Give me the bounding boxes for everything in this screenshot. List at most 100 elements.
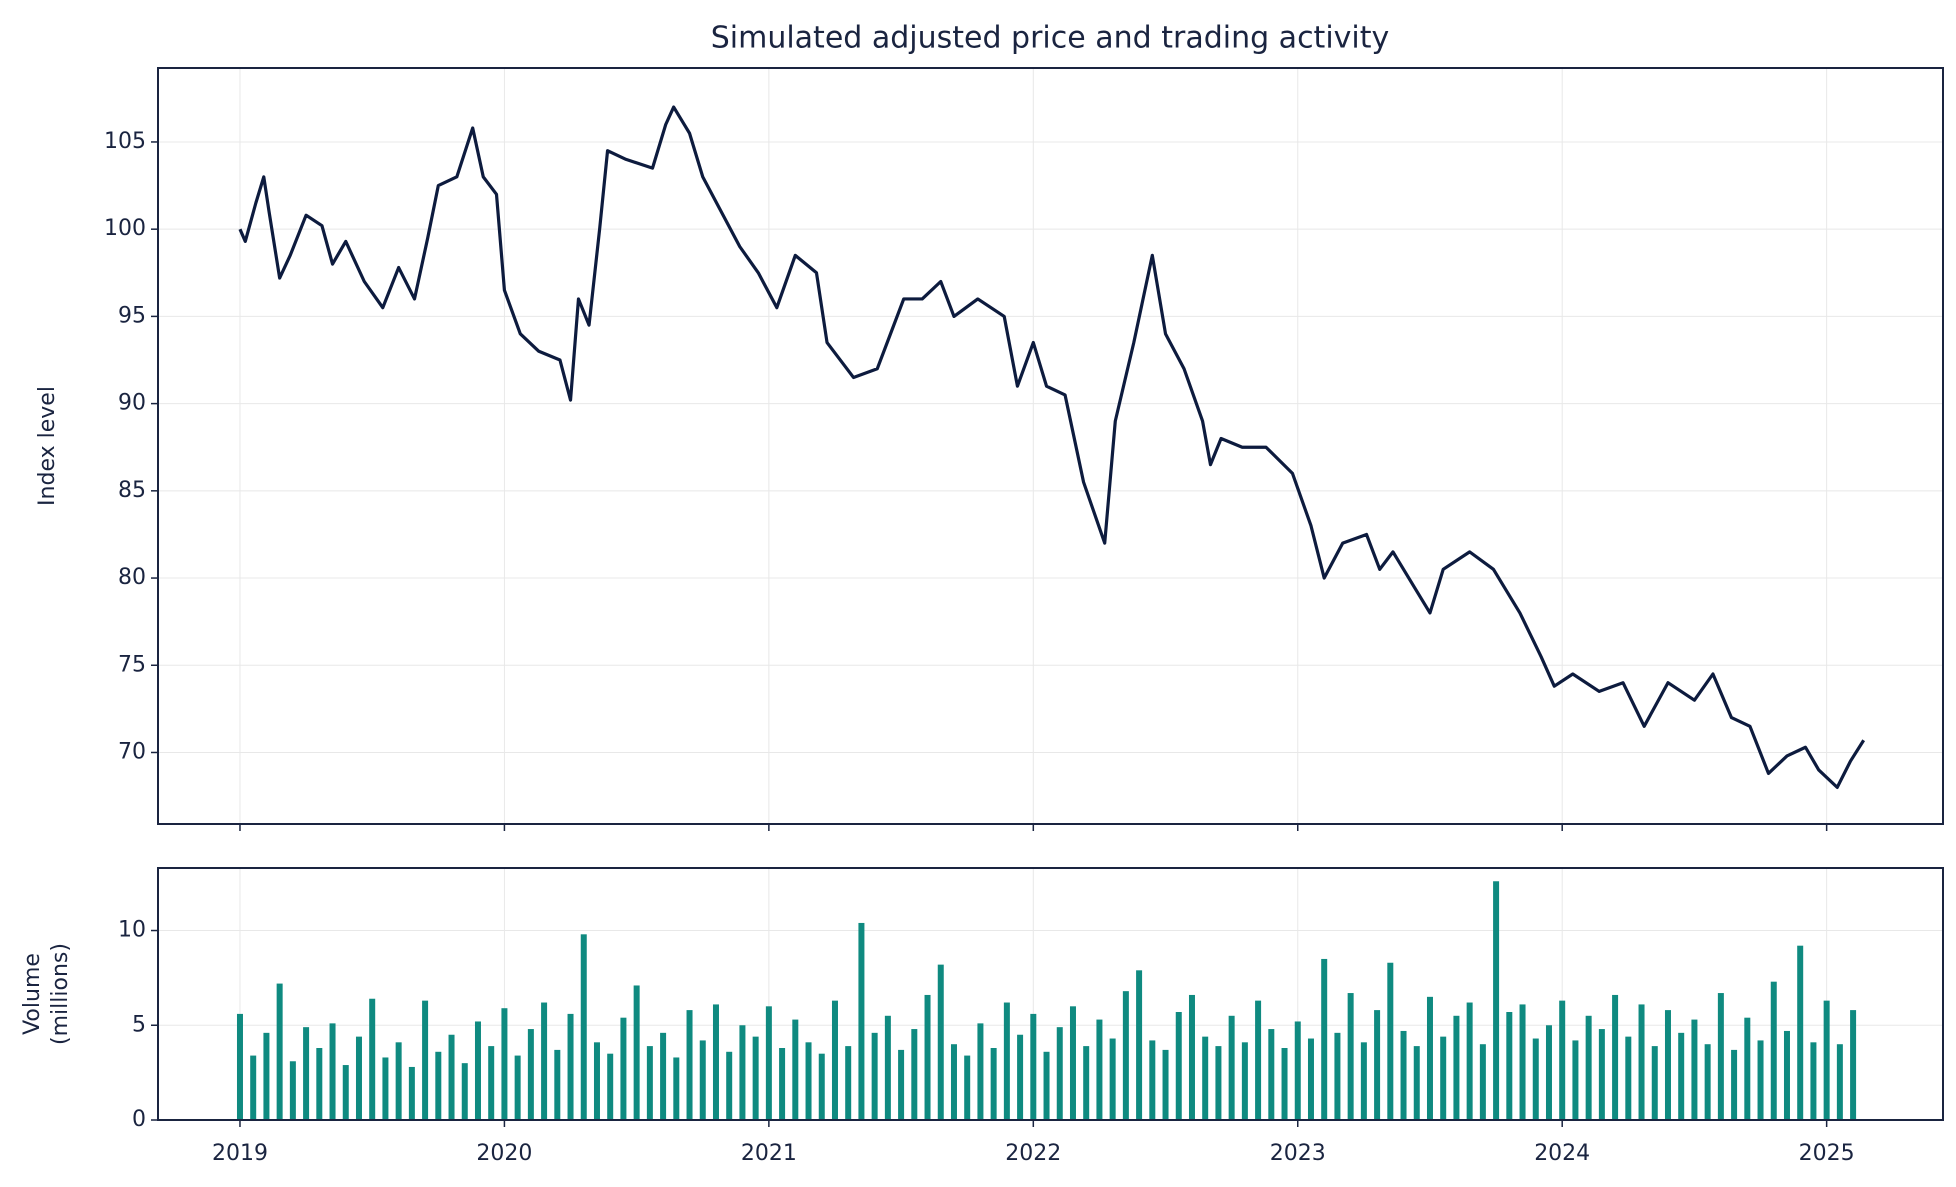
volume-bar <box>898 1049 905 1120</box>
volume-bar <box>1731 1049 1738 1120</box>
x-tick-label: 2025 <box>1799 1141 1855 1166</box>
volume-bar <box>1783 1030 1790 1120</box>
volume-bar <box>1360 1042 1367 1120</box>
volume-bar <box>1175 1012 1182 1120</box>
volume-bar <box>263 1032 270 1120</box>
volume-bar <box>1003 1002 1010 1120</box>
volume-bar <box>1717 993 1724 1120</box>
volume-bar <box>1307 1038 1314 1120</box>
volume-bar <box>1374 1010 1381 1120</box>
volume-bar <box>1678 1032 1685 1120</box>
volume-bar <box>712 1004 719 1120</box>
volume-bar <box>1334 1032 1341 1120</box>
volume-bar <box>1493 881 1500 1120</box>
volume-bar <box>1625 1036 1632 1120</box>
y-axis-label-line: (millions) <box>48 943 73 1045</box>
y-tick-label: 85 <box>118 478 146 503</box>
x-tick-label: 2019 <box>212 1141 268 1166</box>
volume-bar <box>805 1042 812 1120</box>
plot-frame <box>157 867 1944 1121</box>
volume-bar <box>765 1006 772 1120</box>
volume-bar <box>1836 1044 1843 1120</box>
volume-bar <box>1215 1046 1222 1120</box>
y-tick-label: 90 <box>118 391 146 416</box>
volume-bar <box>488 1046 495 1120</box>
volume-bar <box>395 1042 402 1120</box>
volume-bar <box>1149 1040 1156 1120</box>
volume-bar <box>501 1008 508 1120</box>
volume-bar <box>1109 1038 1116 1120</box>
volume-bar <box>884 1015 891 1120</box>
volume-bar <box>1479 1044 1486 1120</box>
volume-bar <box>1466 1002 1473 1120</box>
volume-bar <box>1757 1040 1764 1120</box>
volume-bar <box>1400 1030 1407 1120</box>
volume-bar <box>858 922 865 1120</box>
volume-bar <box>739 1025 746 1120</box>
volume-bar <box>1268 1029 1275 1120</box>
volume-bar <box>1850 1010 1857 1120</box>
y-axis-label: Volume (millions) <box>20 943 73 1045</box>
volume-bar <box>1532 1038 1539 1120</box>
y-tick-label: 100 <box>104 216 146 241</box>
volume-bar <box>937 964 944 1120</box>
volume-bar <box>818 1053 825 1120</box>
y-axis-label: Index level <box>35 386 60 506</box>
volume-bar <box>1228 1015 1235 1120</box>
volume-bar <box>1294 1021 1301 1120</box>
volume-bar <box>1585 1015 1592 1120</box>
volume-bar <box>1426 996 1433 1120</box>
plot-frame <box>157 67 1944 825</box>
volume-bar <box>448 1034 455 1120</box>
volume-bar <box>686 1010 693 1120</box>
volume-bar <box>726 1051 733 1120</box>
volume-bar <box>1188 994 1195 1120</box>
volume-bar <box>1612 994 1619 1120</box>
volume-bar <box>1122 991 1129 1120</box>
volume-bar <box>554 1049 561 1120</box>
volume-bar <box>1162 1049 1169 1120</box>
y-tick-label: 95 <box>118 303 146 328</box>
volume-bar <box>1797 945 1804 1120</box>
volume-bar <box>779 1048 786 1120</box>
volume-bar <box>1387 962 1394 1120</box>
volume-bar <box>845 1046 852 1120</box>
volume-bar <box>276 983 283 1120</box>
volume-bar <box>1519 1004 1526 1120</box>
volume-bar <box>369 998 376 1120</box>
volume-bar <box>699 1040 706 1120</box>
y-tick-label: 5 <box>132 1012 146 1037</box>
volume-bar <box>1651 1046 1658 1120</box>
volume-bar <box>303 1027 310 1120</box>
volume-bar <box>342 1065 349 1120</box>
volume-bar <box>474 1021 481 1120</box>
volume-bar <box>964 1055 971 1120</box>
volume-bar <box>355 1036 362 1120</box>
volume-bar <box>1810 1042 1817 1120</box>
x-tick-label: 2020 <box>476 1141 532 1166</box>
volume-bar <box>831 1000 838 1120</box>
volume-bar <box>567 1013 574 1120</box>
volume-bar <box>607 1053 614 1120</box>
volume-bar <box>422 1000 429 1120</box>
x-tick-label: 2023 <box>1270 1141 1326 1166</box>
volume-bar <box>1017 1034 1024 1120</box>
y-tick-label: 10 <box>118 918 146 943</box>
volume-bar <box>950 1044 957 1120</box>
volume-bar <box>1255 1000 1262 1120</box>
volume-bar <box>316 1048 323 1120</box>
volume-bar <box>1030 1013 1037 1120</box>
volume-bar <box>250 1055 257 1120</box>
volume-bar <box>1096 1019 1103 1120</box>
volume-bar <box>871 1032 878 1120</box>
volume-bar <box>1136 970 1143 1120</box>
volume-bar <box>1043 1051 1050 1120</box>
volume-bar <box>236 1013 243 1120</box>
volume-bar <box>1069 1006 1076 1120</box>
volume-bar <box>660 1032 667 1120</box>
volume-bar <box>1506 1012 1513 1120</box>
volume-bar <box>1691 1019 1698 1120</box>
volume-bar <box>1321 958 1328 1120</box>
volume-bar <box>1704 1044 1711 1120</box>
